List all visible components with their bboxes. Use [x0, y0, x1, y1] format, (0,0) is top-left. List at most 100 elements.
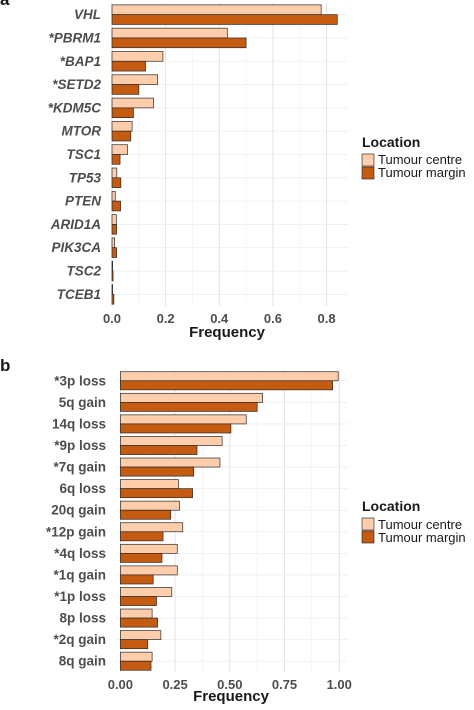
- panel-b-chart: b *3p loss 5q gain 14q loss *9p loss *7q gai…: [0, 356, 466, 705]
- panel-a-category-label: *SETD2: [52, 77, 101, 92]
- panel-b-bar-margin: [120, 660, 152, 671]
- panel-a-category-label: MTOR: [62, 124, 102, 139]
- panel-b-bar-centre: [120, 565, 178, 576]
- panel-b-category-label: 6q loss: [59, 481, 106, 496]
- panel-a-bar-centre: [111, 190, 116, 202]
- panel-a-category-label: PTEN: [65, 194, 101, 209]
- panel-a-category-label: *BAP1: [60, 54, 101, 69]
- panel-a-bar-centre: [111, 284, 113, 295]
- panel-b-legend-swatch-margin: [361, 530, 375, 544]
- panel-a-category-label: TSC1: [66, 147, 101, 162]
- panel-b-category-label: 8q gain: [59, 654, 106, 669]
- panel-b-legend-swatch-centre: [361, 517, 375, 531]
- panel-a-bar-margin: [111, 270, 114, 282]
- panel-b-bar-centre: [120, 522, 184, 533]
- panel-b-bar-centre: [120, 608, 153, 619]
- panel-a-chart: a VHL *PBRM1 *BAP1 *SETD2 *KDM5C MTOR TSC1 TP53…: [0, 0, 466, 341]
- panel-a-category-label: *PBRM1: [48, 30, 101, 45]
- panel-a-x-tick-label: 0.6: [264, 311, 282, 326]
- panel-b-bar-centre: [120, 630, 162, 640]
- panel-a-bar-margin: [111, 60, 146, 72]
- panel-b-category-label: *9p loss: [54, 438, 106, 453]
- panel-b-x-tick-label: 0.00: [108, 677, 133, 692]
- panel-a-bar-margin: [111, 224, 117, 235]
- panel-b-category-label: *1q gain: [53, 567, 106, 582]
- panel-b-bar-margin: [120, 531, 164, 542]
- panel-b-bar-centre: [120, 414, 247, 425]
- panel-a-x-tick-labels: 0.0 0.2 0.4 0.6 0.8: [103, 311, 336, 326]
- panel-a-bar-margin: [111, 130, 132, 142]
- panel-a-legend-swatch-margin: [361, 166, 375, 180]
- panel-b-bar-margin: [120, 466, 195, 477]
- panel-b-bar-margin: [120, 596, 157, 606]
- panel-a-category-label: PIK3CA: [51, 240, 101, 255]
- panel-b-bar-margin: [120, 639, 149, 650]
- panel-a-bar-margin: [111, 37, 247, 49]
- panel-a-category-label: TSC2: [66, 264, 101, 279]
- panel-a-bar-margin: [111, 247, 117, 258]
- panel-a-gridlines: [111, 3, 348, 306]
- panel-a-bar-margin: [111, 107, 134, 119]
- panel-b-bar-margin: [120, 574, 154, 585]
- panel-a-category-label: ARID1A: [50, 217, 101, 232]
- panel-b-bar-centre: [120, 479, 179, 489]
- panel-b-bar-margin: [120, 402, 258, 412]
- panel-b-bar-centre: [120, 651, 153, 662]
- panel-b-letter: b: [0, 356, 10, 375]
- panel-b-bar-margin: [120, 509, 172, 520]
- panel-b-x-tick-labels: 0.00 0.25 0.50 0.75 1.00: [108, 677, 352, 692]
- panel-a-x-tick-label: 0.8: [318, 311, 336, 326]
- panel-b-bar-margin: [120, 617, 158, 628]
- panel-a-x-axis-title: Frequency: [189, 324, 266, 341]
- panel-b-bars: [120, 371, 339, 671]
- panel-a-category-label: TP53: [69, 170, 102, 185]
- panel-b-category-label: *4q loss: [54, 546, 106, 561]
- panel-a-bar-centre: [111, 97, 154, 109]
- panel-a-bar-centre: [111, 260, 113, 272]
- panel-a-category-labels: VHL *PBRM1 *BAP1 *SETD2 *KDM5C MTOR TSC1 TP53 PT…: [48, 7, 102, 302]
- panel-b-bar-centre: [120, 500, 180, 511]
- panel-b-bar-margin: [120, 488, 193, 499]
- panel-b-x-tick-label: 0.25: [162, 677, 187, 692]
- panel-b-legend-label-margin: Tumour margin: [378, 530, 466, 545]
- panel-a-bar-margin: [111, 14, 338, 25]
- panel-a-legend-title: Location: [362, 134, 420, 150]
- panel-b-x-tick-label: 0.75: [272, 677, 297, 692]
- panel-a-bar-centre: [111, 74, 158, 85]
- panel-a-bars: [111, 4, 338, 305]
- panel-b-bar-centre: [120, 371, 339, 382]
- panel-b-category-label: *2q gain: [53, 632, 106, 647]
- panel-a-x-tick-label: 0.0: [103, 311, 121, 326]
- panel-b-legend-label-centre: Tumour centre: [378, 517, 462, 532]
- panel-b-category-label: 5q gain: [59, 395, 106, 410]
- panel-b-bar-centre: [120, 457, 221, 468]
- panel-b-category-label: *1p loss: [54, 589, 106, 604]
- panel-a-bar-margin: [111, 293, 115, 305]
- panel-a-bar-centre: [111, 4, 322, 16]
- panel-b-bar-margin: [120, 380, 334, 391]
- panel-b-x-tick-label: 0.50: [217, 677, 242, 692]
- panel-b-bar-margin: [120, 445, 198, 455]
- panel-a-bar-margin: [111, 84, 140, 95]
- panel-a-category-label: VHL: [74, 7, 101, 22]
- panel-a-x-tick-label: 0.2: [157, 311, 175, 326]
- panel-b-category-label: *3p loss: [54, 373, 106, 388]
- panel-a-bar-centre: [111, 167, 118, 179]
- panel-a-x-tick-label: 0.4: [210, 311, 229, 326]
- panel-a-bar-margin: [111, 200, 121, 212]
- panel-a-letter: a: [0, 0, 10, 9]
- panel-b-category-labels: *3p loss 5q gain 14q loss *9p loss *7q gain 6…: [46, 373, 106, 668]
- panel-a-legend: Location Tumour centre Tumour margin: [361, 134, 466, 180]
- panel-b-bar-centre: [120, 543, 178, 554]
- panel-b-category-label: 14q loss: [52, 416, 106, 431]
- panel-a-bar-centre: [111, 237, 116, 249]
- panel-a-category-label: TCEB1: [57, 287, 101, 302]
- panel-b-x-tick-label: 1.00: [327, 677, 352, 692]
- panel-b-category-label: 20q gain: [51, 503, 106, 518]
- panel-b-category-label: 8p loss: [59, 611, 106, 626]
- panel-a-legend-label-centre: Tumour centre: [378, 152, 462, 167]
- panel-a-legend-label-margin: Tumour margin: [378, 165, 466, 180]
- panel-a-bar-margin: [111, 154, 121, 165]
